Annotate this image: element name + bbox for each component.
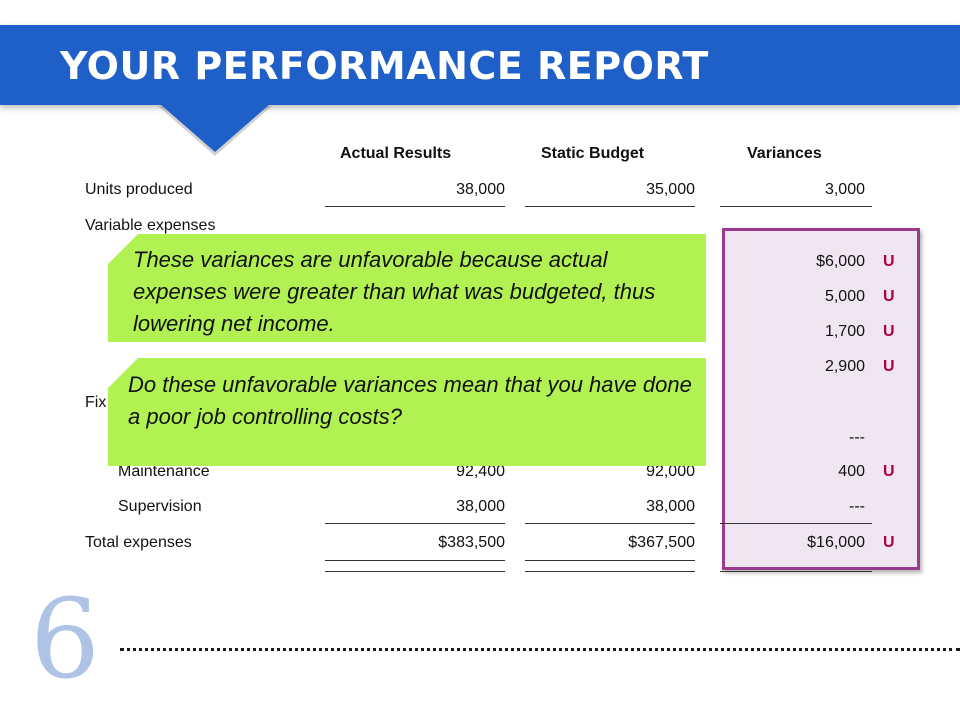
cell-total-budget: $367,500 <box>628 534 695 551</box>
cell-units-actual: 38,000 <box>456 181 505 198</box>
unfavorable-flag: U <box>883 358 895 375</box>
callout-text: Do these unfavorable variances mean that… <box>128 372 692 429</box>
cell-total-actual: $383,500 <box>438 534 505 551</box>
double-rule-top <box>525 560 695 561</box>
column-header-variances: Variances <box>747 145 822 162</box>
banner-pointer <box>160 104 270 152</box>
callout-text: These variances are unfavorable because … <box>133 247 656 336</box>
row-label-supervision: Supervision <box>118 498 202 515</box>
callout-corner-notch <box>108 234 138 264</box>
cell-total-variance: $16,000 <box>807 534 865 551</box>
cell-var4-variance: 2,900 <box>824 358 865 375</box>
column-header-budget: Static Budget <box>541 145 645 162</box>
callout-question: Do these unfavorable variances mean that… <box>108 358 706 466</box>
variance-highlight-box <box>722 228 920 570</box>
cell-var2-variance: 5,000 <box>824 288 865 305</box>
cell-supervision-budget: 38,000 <box>646 498 695 515</box>
double-rule-top <box>325 560 505 561</box>
cell-maintenance-budget: 92,000 <box>646 463 695 480</box>
section-label-fixed-fragment: Fix <box>85 394 107 411</box>
page-title: YOUR PERFORMANCE REPORT <box>60 44 709 88</box>
unfavorable-flag: U <box>883 323 895 340</box>
cell-units-variance: 3,000 <box>824 181 865 198</box>
unfavorable-flag: U <box>883 253 895 270</box>
row-label-maintenance: Maintenance <box>118 463 210 480</box>
section-label-variable: Variable expenses <box>85 217 216 234</box>
callout-corner-notch <box>108 358 138 388</box>
rule <box>525 206 695 207</box>
cell-fixed1-variance: --- <box>849 429 865 446</box>
callout-unfavorable-explanation: These variances are unfavorable because … <box>108 234 706 342</box>
cell-maintenance-actual: 92,400 <box>456 463 505 480</box>
double-rule-bottom <box>525 571 695 572</box>
rule <box>720 206 872 207</box>
cell-supervision-actual: 38,000 <box>456 498 505 515</box>
unfavorable-flag: U <box>883 534 895 551</box>
cell-maintenance-variance: 400 <box>838 463 865 480</box>
rule <box>325 206 505 207</box>
rule <box>525 523 695 524</box>
dotted-divider <box>120 648 960 651</box>
row-label-total: Total expenses <box>85 534 192 551</box>
row-label-units: Units produced <box>85 181 193 198</box>
cell-var3-variance: 1,700 <box>824 323 865 340</box>
rule <box>325 523 505 524</box>
cell-var1-variance: $6,000 <box>816 253 865 270</box>
cell-units-budget: 35,000 <box>646 181 695 198</box>
unfavorable-flag: U <box>883 288 895 305</box>
double-rule-bottom <box>325 571 505 572</box>
slide-number: 6 <box>30 575 100 703</box>
cell-supervision-variance: --- <box>849 498 865 515</box>
rule <box>720 523 872 524</box>
title-banner <box>0 25 960 105</box>
double-rule-bottom <box>720 571 872 572</box>
column-header-actual: Actual Results <box>340 145 452 162</box>
unfavorable-flag: U <box>883 463 895 480</box>
